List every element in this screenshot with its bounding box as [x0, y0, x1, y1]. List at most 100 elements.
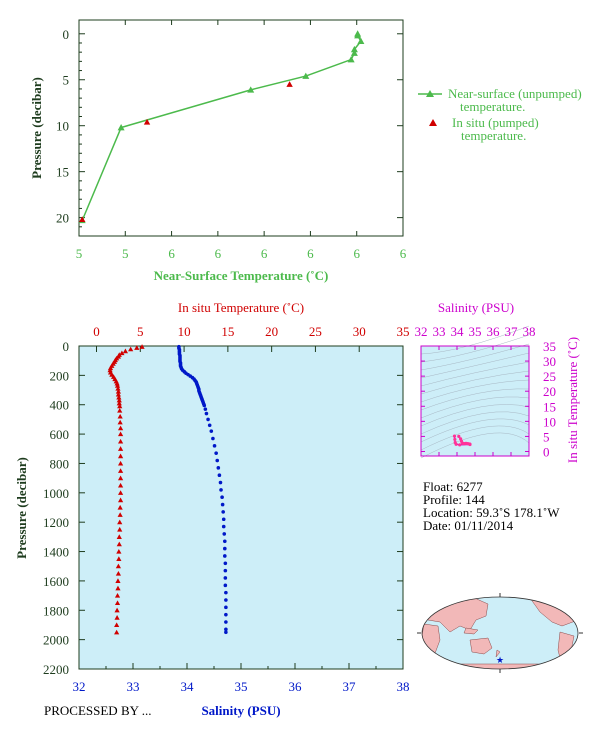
profile-pressure-tick-label: 1400 — [43, 545, 69, 560]
salinity-point — [224, 620, 228, 624]
near-surface-y-tick-label: 20 — [56, 211, 69, 226]
ts-temperature-tick-label: 35 — [543, 339, 556, 354]
profile-temperature-tick-label: 5 — [137, 324, 144, 339]
in-situ-temperature-point — [114, 622, 120, 628]
near-surface-plot-frame — [78, 19, 404, 237]
profile-salinity-tick-label: 36 — [289, 679, 303, 694]
float-location-star-icon: ★ — [496, 656, 504, 666]
profile-series — [107, 344, 228, 635]
near-surface-x-tick-label: 5 — [122, 246, 129, 261]
pumped-temperature-point — [143, 118, 151, 125]
ts-point — [457, 434, 461, 439]
land-indonesia — [463, 627, 479, 635]
in-situ-temperature-point — [117, 425, 124, 431]
salinity-point — [223, 576, 228, 580]
salinity-point — [223, 539, 227, 544]
ts-salinity-tick-label: 35 — [469, 324, 482, 339]
salinity-point — [223, 568, 228, 573]
near-surface-x-tick-labels: 5 5 6 6 6 6 6 6 — [76, 246, 407, 261]
near-surface-x-tick-label: 6 — [307, 246, 314, 261]
profile-temperature-tick-label: 10 — [178, 324, 191, 339]
ts-salinity-tick-label: 33 — [433, 324, 446, 339]
float-number: Float: 6277 — [423, 479, 483, 494]
in-situ-temperature-point — [107, 367, 113, 373]
salinity-point — [212, 444, 217, 448]
ts-ticks — [420, 345, 530, 456]
in-situ-temperature-point — [117, 446, 124, 451]
ts-temperature-tick-label: 30 — [543, 354, 556, 369]
in-situ-temperature-point — [116, 400, 122, 406]
legend-label-pumped-line1: In situ (pumped) — [452, 115, 539, 130]
ts-point — [452, 434, 457, 438]
in-situ-temperature-point — [117, 438, 124, 444]
in-situ-temperature-point — [117, 497, 124, 503]
pumped-temperature-point — [79, 216, 86, 223]
profile-temperature-tick-label: 20 — [265, 324, 278, 339]
salinity-point — [215, 458, 220, 463]
salinity-point — [221, 517, 226, 522]
ts-salinity-tick-label: 32 — [415, 324, 428, 339]
ts-point — [458, 443, 462, 447]
in-situ-temperature-point — [115, 585, 121, 591]
ts-top-axis-label: Salinity (PSU) — [438, 300, 514, 315]
salinity-point — [223, 583, 228, 588]
date: Date: 01/11/2014 — [423, 518, 514, 533]
profile-salinity-tick-label: 32 — [73, 679, 86, 694]
in-situ-temperature-point — [117, 490, 124, 495]
in-situ-temperature-point — [115, 570, 122, 576]
ts-density-contour — [420, 334, 530, 363]
pumped-temperature-point — [286, 81, 293, 87]
profile-pressure-tick-label: 400 — [50, 398, 70, 413]
ts-density-contour — [420, 411, 530, 435]
in-situ-temperature-point — [117, 413, 123, 419]
in-situ-temperature-point — [116, 397, 122, 403]
salinity-point — [224, 627, 228, 632]
profile-y-axis-label: Pressure (decibar) — [14, 457, 29, 559]
in-situ-temperature-point — [115, 391, 122, 397]
in-situ-temperature-point — [114, 383, 121, 388]
near-surface-y-tick-labels: 0 5 10 15 20 — [56, 27, 69, 226]
in-situ-temperature-point — [107, 365, 114, 371]
profile-salinity-tick-label: 38 — [397, 679, 410, 694]
in-situ-temperature-point — [117, 519, 123, 525]
unpumped-temperature-point — [357, 37, 365, 44]
in-situ-temperature-point — [128, 346, 134, 352]
profile-number: Profile: 144 — [423, 492, 485, 507]
legend-label-unpumped-line1: Near-surface (unpumped) — [448, 86, 582, 101]
in-situ-temperature-point — [117, 419, 123, 425]
in-situ-temperature-point — [114, 607, 120, 613]
in-situ-temperature-point — [117, 512, 123, 517]
profile-bottom-axis-label: Salinity (PSU) — [201, 703, 280, 718]
ts-density-contour — [420, 388, 530, 411]
footer-credit: PROCESSED BY ... — [44, 703, 152, 718]
salinity-point — [224, 590, 228, 595]
profile-temperature-tick-label: 30 — [353, 324, 366, 339]
near-surface-series — [78, 30, 365, 224]
ts-density-contour — [420, 361, 530, 387]
in-situ-temperature-point — [114, 615, 120, 620]
in-situ-temperature-point — [117, 403, 123, 409]
in-situ-temperature-point — [117, 453, 124, 459]
profile-pressure-tick-label: 200 — [50, 368, 70, 383]
profile-temperature-tick-labels: 0 5 10 15 20 25 30 35 — [93, 324, 409, 339]
ts-salinity-tick-label: 36 — [487, 324, 501, 339]
near-surface-y-tick-label: 15 — [56, 165, 69, 180]
ts-point — [453, 440, 457, 445]
salinity-point — [211, 436, 215, 441]
ts-temperature-tick-label: 5 — [543, 429, 550, 444]
ts-point — [453, 437, 457, 442]
profile-salinity-tick-label: 37 — [343, 679, 357, 694]
ts-temperature-tick-label: 15 — [543, 399, 556, 414]
profile-pressure-tick-label: 1800 — [43, 603, 69, 618]
salinity-point — [221, 524, 226, 529]
land-australia — [469, 637, 493, 655]
ts-right-axis-label: In situ Temperature (˚C) — [565, 337, 580, 463]
near-surface-x-tick-label: 5 — [76, 246, 83, 261]
salinity-point — [224, 612, 228, 617]
unpumped-temperature-point — [247, 86, 255, 93]
near-surface-x-tick-label: 6 — [353, 246, 360, 261]
ts-salinity-tick-label: 38 — [523, 324, 536, 339]
ts-temperature-tick-label: 10 — [543, 414, 556, 429]
